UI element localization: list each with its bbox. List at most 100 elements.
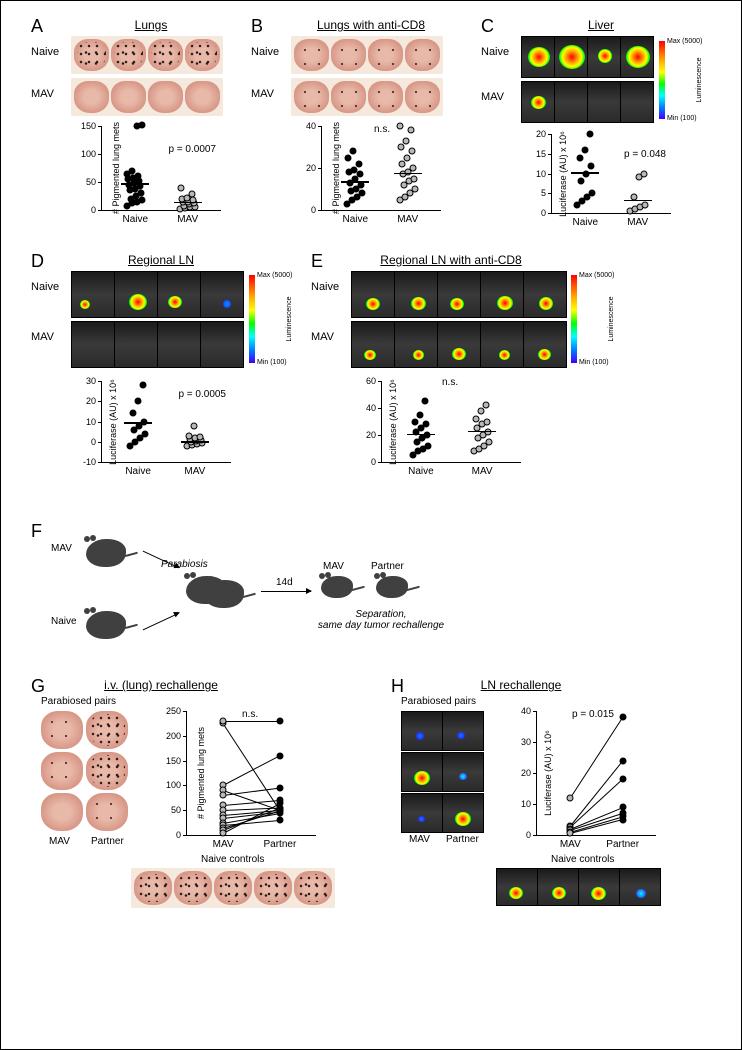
panel-g-col2: Partner bbox=[91, 836, 124, 847]
panel-e-mav-ivis bbox=[351, 321, 567, 368]
panel-e-plot: Luciferase (AU) x 10⁶ n.s. 0204060NaiveM… bbox=[381, 381, 521, 463]
panel-c: C Liver Naive MAV Max (5000) Min (100) L… bbox=[481, 16, 711, 236]
panel-f-sep-partner bbox=[376, 576, 408, 598]
panel-d-cb-min: Min (100) bbox=[257, 359, 287, 366]
panel-d-colorbar: Max (5000) Min (100) Luminescence bbox=[249, 275, 255, 363]
panel-f-partner: Partner bbox=[371, 561, 404, 572]
panel-f-label: F bbox=[31, 521, 42, 542]
panel-e-colorbar: Max (5000) Min (100) Luminescence bbox=[571, 275, 577, 363]
panel-b-naive-photos bbox=[291, 36, 443, 74]
panel-d-naive-ivis bbox=[71, 271, 244, 318]
panel-f-separation: Separation, same day tumor rechallenge bbox=[311, 609, 451, 631]
panel-a-row-naive: Naive bbox=[31, 46, 59, 58]
panel-h-col1: MAV bbox=[409, 834, 430, 845]
panel-h-label: H bbox=[391, 676, 404, 697]
panel-h-pairs-label: Parabiosed pairs bbox=[401, 696, 476, 707]
panel-e-ylabel: Luciferase (AU) x 10⁶ bbox=[388, 379, 398, 465]
panel-c-pval: p = 0.048 bbox=[624, 149, 666, 160]
panel-h-col2: Partner bbox=[446, 834, 479, 845]
panel-f-arrow3 bbox=[261, 591, 311, 592]
panel-f-naive-mouse bbox=[86, 611, 126, 639]
panel-d-ylabel: Luciferase (AU) x 10⁶ bbox=[108, 379, 118, 465]
panel-c-ylabel: Luciferase (AU) x 10⁶ bbox=[558, 131, 568, 217]
panel-g-plot: # Pigmented lung mets n.s. 0501001502002… bbox=[186, 711, 316, 836]
panel-a-naive-photos bbox=[71, 36, 223, 74]
panel-h-naive-ivis bbox=[496, 868, 661, 906]
panel-a-plot: # Pigmented lung mets p = 0.0007 0501001… bbox=[101, 126, 221, 211]
panel-a-mav-photos bbox=[71, 78, 223, 116]
panel-b-row-mav: MAV bbox=[251, 88, 274, 100]
panel-b-label: B bbox=[251, 16, 263, 37]
panel-c-row-naive: Naive bbox=[481, 46, 509, 58]
panel-e-cb-min: Min (100) bbox=[579, 359, 609, 366]
panel-h-pval: p = 0.015 bbox=[572, 709, 614, 720]
panel-e-title: Regional LN with anti-CD8 bbox=[351, 253, 551, 267]
panel-c-cb-min: Min (100) bbox=[667, 115, 697, 122]
panel-d-cb-max: Max (5000) bbox=[257, 272, 292, 279]
panel-g-naive-photos bbox=[131, 868, 335, 908]
panel-d: D Regional LN Naive MAV Max (5000) Min (… bbox=[31, 251, 291, 486]
panel-a: A Lungs Naive MAV # Pigmented lung mets … bbox=[31, 16, 241, 236]
panel-h-plot: Luciferase (AU) x 10⁶ p = 0.015 01020304… bbox=[536, 711, 656, 836]
panel-g: G i.v. (lung) rechallenge Parabiosed pai… bbox=[31, 676, 371, 906]
panel-h-naive-label: Naive controls bbox=[551, 854, 614, 865]
panel-g-col1: MAV bbox=[49, 836, 70, 847]
panel-c-plot: Luciferase (AU) x 10⁶ p = 0.048 05101520… bbox=[551, 134, 671, 214]
panel-c-cb-label: Luminescence bbox=[696, 57, 703, 102]
panel-f: F MAV Naive Parabiosis 14d MAV Partner S… bbox=[31, 521, 481, 661]
panel-f-mav-label: MAV bbox=[51, 543, 72, 554]
panel-g-naive-label: Naive controls bbox=[201, 854, 264, 865]
panel-e: E Regional LN with anti-CD8 Naive MAV Ma… bbox=[311, 251, 621, 486]
panel-e-cb-max: Max (5000) bbox=[579, 272, 614, 279]
panel-a-pval: p = 0.0007 bbox=[168, 144, 216, 155]
panel-e-pval: n.s. bbox=[442, 377, 458, 388]
panel-h-pair-ivis bbox=[401, 711, 484, 833]
panel-c-naive-ivis bbox=[521, 36, 654, 78]
panel-e-naive-ivis bbox=[351, 271, 567, 318]
panel-b-plot: # Pigmented lung mets n.s. 02040NaiveMAV bbox=[321, 126, 441, 211]
panel-e-label: E bbox=[311, 251, 323, 272]
panel-d-mav-ivis bbox=[71, 321, 244, 368]
panel-g-pairs-label: Parabiosed pairs bbox=[41, 696, 116, 707]
panel-a-row-mav: MAV bbox=[31, 88, 54, 100]
panel-e-cb-label: Luminescence bbox=[608, 296, 615, 341]
panel-b-row-naive: Naive bbox=[251, 46, 279, 58]
panel-a-label: A bbox=[31, 16, 43, 37]
panel-b-ylabel: # Pigmented lung mets bbox=[331, 122, 341, 214]
panel-c-title: Liver bbox=[561, 18, 641, 32]
panel-g-pair-photos bbox=[41, 711, 128, 831]
panel-g-pval: n.s. bbox=[242, 709, 258, 720]
panel-d-cb-label: Luminescence bbox=[286, 296, 293, 341]
panel-d-title: Regional LN bbox=[101, 253, 221, 267]
panel-h-ylabel: Luciferase (AU) x 10⁶ bbox=[543, 730, 553, 816]
panel-g-title: i.v. (lung) rechallenge bbox=[81, 678, 241, 692]
panel-f-arrow2 bbox=[143, 613, 180, 631]
panel-h-title: LN rechallenge bbox=[451, 678, 591, 692]
panel-a-title: Lungs bbox=[91, 18, 211, 32]
panel-c-colorbar: Max (5000) Min (100) Luminescence bbox=[659, 41, 665, 119]
panel-f-sep-mav bbox=[321, 576, 353, 598]
panel-f-naive-label: Naive bbox=[51, 616, 77, 627]
panel-c-cb-max: Max (5000) bbox=[667, 38, 702, 45]
panel-d-plot: Luciferase (AU) x 10⁶ p = 0.0005 -100102… bbox=[101, 381, 231, 463]
panel-f-days: 14d bbox=[276, 577, 293, 588]
panel-g-label: G bbox=[31, 676, 45, 697]
panel-d-row-mav: MAV bbox=[31, 331, 54, 343]
panel-a-ylabel: # Pigmented lung mets bbox=[111, 122, 121, 214]
panel-b-pval: n.s. bbox=[374, 124, 390, 135]
panel-b-mav-photos bbox=[291, 78, 443, 116]
panel-e-row-mav: MAV bbox=[311, 331, 334, 343]
panel-f-mav2: MAV bbox=[323, 561, 344, 572]
panel-b-title: Lungs with anti-CD8 bbox=[291, 18, 451, 32]
panel-e-row-naive: Naive bbox=[311, 281, 339, 293]
panel-d-row-naive: Naive bbox=[31, 281, 59, 293]
panel-c-mav-ivis bbox=[521, 81, 654, 123]
panel-c-row-mav: MAV bbox=[481, 91, 504, 103]
panel-d-label: D bbox=[31, 251, 44, 272]
panel-b: B Lungs with anti-CD8 Naive MAV # Pigmen… bbox=[251, 16, 471, 236]
panel-g-ylabel: # Pigmented lung mets bbox=[196, 727, 206, 819]
panel-f-mav-mouse bbox=[86, 539, 126, 567]
panel-c-label: C bbox=[481, 16, 494, 37]
panel-d-pval: p = 0.0005 bbox=[178, 389, 226, 400]
panel-f-parabiosis: Parabiosis bbox=[161, 559, 208, 570]
